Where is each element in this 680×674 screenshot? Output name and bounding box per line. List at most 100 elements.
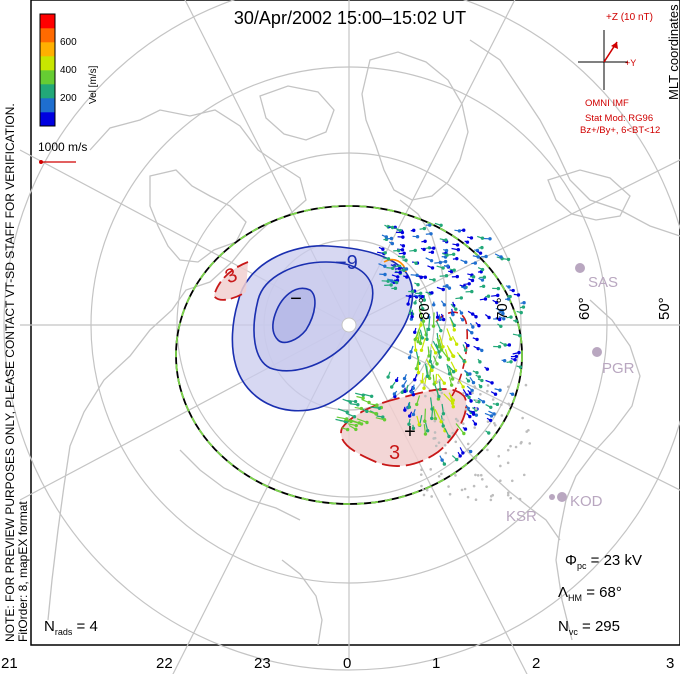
velocity-vector-origin (498, 388, 502, 392)
velocity-vector-origin (439, 223, 443, 227)
velocity-vector-origin (468, 414, 472, 419)
velocity-vector-origin (489, 414, 494, 418)
unfitted-data-point (456, 419, 460, 423)
velocity-vector-origin (398, 228, 402, 233)
velocity-vector-origin (410, 390, 414, 394)
colorbar-tick-400: 400 (60, 65, 77, 76)
velocity-vector-origin (481, 284, 486, 288)
colorbar-tick-600: 600 (60, 37, 77, 48)
color-bar-segment (40, 112, 55, 127)
velocity-vector-origin (487, 315, 491, 320)
unfitted-data-point (433, 419, 437, 423)
velocity-vector-origin (396, 275, 400, 279)
velocity-vector-origin (480, 378, 484, 383)
velocity-vector-origin (485, 367, 490, 371)
velocity-vector (433, 383, 440, 397)
velocity-vector-origin (409, 350, 413, 354)
velocity-vector-origin (404, 267, 409, 271)
velocity-vector-origin (461, 451, 465, 455)
unfitted-data-point (454, 417, 458, 421)
velocity-vector-origin (447, 434, 451, 439)
velocity-vector-origin (488, 418, 493, 423)
velocity-vector-origin (442, 381, 446, 385)
velocity-vector-origin (438, 387, 443, 392)
unfitted-data-point (466, 442, 470, 446)
contour-label-minus-9: −9 (335, 252, 358, 274)
velocity-vector-origin (454, 342, 459, 346)
velocity-vector-origin (449, 269, 454, 274)
velocity-vector-origin (354, 423, 358, 428)
velocity-vector-origin (496, 286, 501, 291)
velocity-vector-origin (413, 330, 417, 334)
imf-source: OMNI IMF (585, 98, 629, 109)
unfitted-data-point (500, 414, 504, 417)
reference-vector (39, 160, 76, 164)
velocity-vector-origin (478, 251, 483, 255)
latitude-label-50: 50° (656, 297, 673, 320)
velocity-vector-origin (502, 359, 507, 363)
velocity-vector-origin (507, 285, 511, 289)
velocity-vector-origin (461, 385, 465, 389)
stat-lambda-hm: ΛHM = 68° (558, 584, 622, 603)
velocity-vector-origin (433, 351, 438, 355)
velocity-vector-origin (420, 380, 424, 384)
velocity-vector-origin (420, 294, 425, 299)
unfitted-data-point (457, 381, 460, 385)
velocity-vector-origin (514, 354, 519, 359)
velocity-vector-origin (510, 392, 515, 396)
reference-vector-label: 1000 m/s (38, 140, 88, 154)
unfitted-data-point (491, 493, 495, 497)
unfitted-data-point (473, 426, 476, 429)
unfitted-data-point (466, 448, 470, 451)
velocity-vector-origin (423, 419, 427, 423)
unfitted-data-point (447, 485, 450, 488)
velocity-vector-origin (413, 348, 418, 352)
velocity-vector-origin (466, 406, 470, 411)
velocity-vector-origin (429, 258, 434, 263)
velocity-vector (438, 338, 443, 351)
velocity-vector-origin (383, 272, 387, 277)
color-bar-segment (40, 56, 55, 71)
velocity-vector-origin (452, 328, 457, 332)
velocity-vector-origin (522, 300, 526, 305)
velocity-vector-origin (393, 286, 398, 291)
velocity-vector-origin (405, 275, 409, 279)
page-title: 30/Apr/2002 15:00–15:02 UT (233, 8, 467, 28)
velocity-vector-origin (471, 412, 476, 416)
velocity-vector-origin (462, 228, 466, 232)
velocity-vector-origin (479, 384, 483, 389)
velocity-vector-origin (467, 395, 471, 400)
unfitted-data-point (473, 385, 476, 388)
velocity-vector (428, 318, 431, 330)
stat-n-vc: Nvc = 295 (558, 618, 620, 637)
unfitted-data-point (466, 495, 470, 499)
unfitted-data-point (479, 392, 482, 396)
stat-lambda-hm-value: 68° (599, 584, 622, 601)
velocity-vector-origin (480, 245, 484, 250)
velocity-vector-origin (401, 255, 406, 259)
velocity-vector (424, 363, 429, 377)
velocity-vector-origin (345, 427, 350, 432)
velocity-vector-origin (435, 315, 440, 319)
velocity-vector-origin (462, 359, 466, 363)
velocity-vector-origin (517, 350, 521, 355)
mlt-label-23: 23 (254, 655, 271, 672)
unfitted-data-point (499, 464, 502, 468)
velocity-vector-origin (441, 412, 446, 416)
velocity-vector-origin (498, 317, 502, 322)
velocity-vector-origin (439, 328, 443, 333)
velocity-vector-origin (411, 412, 416, 417)
unfitted-data-point (509, 444, 512, 448)
velocity-vector-origin (365, 409, 369, 414)
velocity-vector-origin (490, 381, 494, 385)
velocity-vector-origin (389, 385, 394, 389)
velocity-vector-origin (420, 307, 425, 311)
velocity-vector-origin (404, 258, 408, 262)
fit-order-note: FitOrder: 8, mapEX format (16, 501, 30, 642)
velocity-vector-origin (509, 315, 513, 319)
velocity-vector-origin (423, 432, 428, 436)
unfitted-data-point (480, 478, 484, 481)
velocity-vector-origin (406, 302, 410, 306)
velocity-vector-origin (451, 312, 455, 317)
velocity-vector-origin (411, 386, 416, 391)
